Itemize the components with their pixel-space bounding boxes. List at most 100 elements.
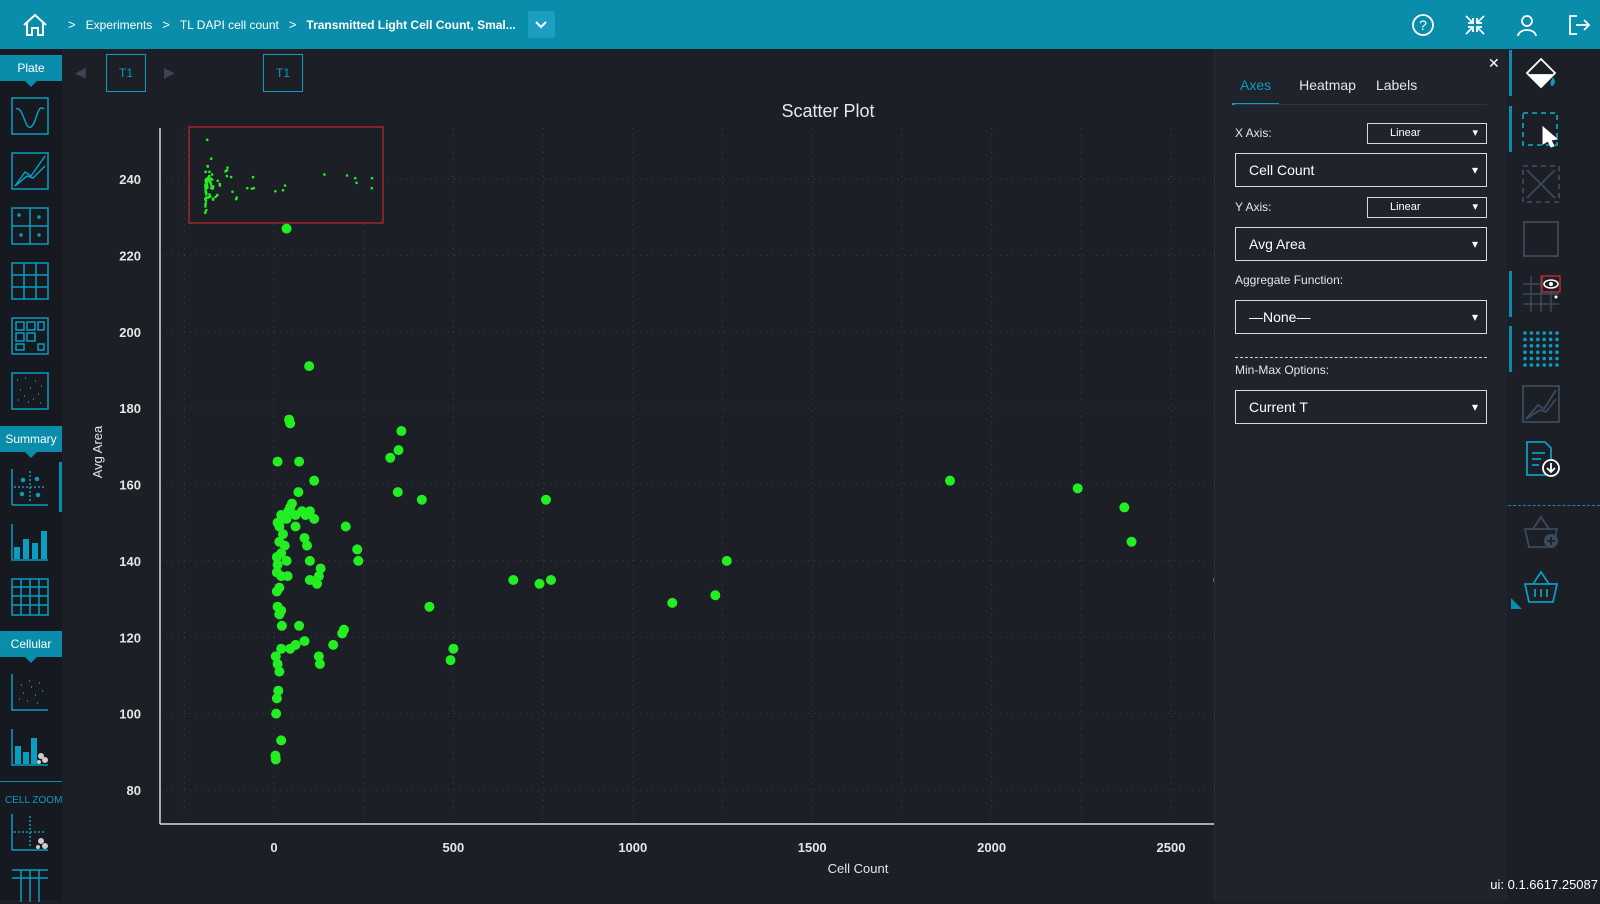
dot (1549, 344, 1553, 348)
scatter-point (272, 693, 282, 703)
x-tick-label: 1500 (798, 840, 827, 855)
dot (1555, 350, 1559, 354)
aggregate-function-label: Aggregate Function: (1235, 273, 1343, 287)
scatter-point (302, 541, 312, 551)
scatter-point (396, 426, 406, 436)
scatter-point (1119, 502, 1129, 512)
tab-underline (1235, 104, 1487, 105)
active-indicator (1509, 50, 1512, 96)
y-tick-label: 120 (119, 630, 141, 645)
scatter-point (1127, 537, 1137, 547)
user-icon[interactable] (1514, 12, 1540, 38)
scatter-point (294, 621, 304, 631)
scatter-point (274, 583, 284, 593)
overview-point (210, 157, 213, 160)
x-axis-field-select[interactable]: Cell Count (1235, 153, 1487, 187)
overview-inset[interactable] (189, 127, 383, 223)
dot (1542, 338, 1546, 342)
dot (1555, 344, 1559, 348)
panel-divider (1235, 357, 1487, 358)
scatter-point (424, 602, 434, 612)
rectangle-select-icon[interactable] (1520, 108, 1562, 150)
overview-point (253, 187, 256, 190)
min-max-options-select[interactable]: Current T (1235, 390, 1487, 424)
dot (1549, 338, 1553, 342)
y-tick-label: 200 (119, 325, 141, 340)
dot (1542, 363, 1546, 367)
help-icon[interactable]: ? (1410, 12, 1436, 38)
trend-chart-icon[interactable] (1520, 383, 1562, 425)
min-max-options-label: Min-Max Options: (1235, 363, 1329, 377)
scatter-point (352, 544, 362, 554)
export-document-icon[interactable] (1520, 438, 1562, 480)
y-tick-label: 140 (119, 554, 141, 569)
overview-point (207, 165, 210, 168)
basket-icon[interactable] (1520, 565, 1562, 607)
dot-grid-icon[interactable] (1520, 328, 1562, 370)
dot (1542, 344, 1546, 348)
x-tick-label: 2500 (1157, 840, 1186, 855)
tab-labels[interactable]: Labels (1376, 77, 1417, 105)
dot (1536, 331, 1540, 335)
tab-axes[interactable]: Axes (1232, 77, 1279, 105)
clear-selection-icon[interactable] (1520, 163, 1562, 205)
dot (1542, 357, 1546, 361)
dot (1555, 357, 1559, 361)
dot (1530, 357, 1534, 361)
scatter-point (508, 575, 518, 585)
scatter-point (315, 659, 325, 669)
visibility-grid-icon[interactable] (1520, 273, 1562, 315)
dot (1523, 357, 1527, 361)
scatter-point (304, 361, 314, 371)
overview-point (246, 187, 249, 190)
scatter-point (282, 514, 292, 524)
active-indicator (1509, 106, 1512, 152)
tab-heatmap[interactable]: Heatmap (1299, 77, 1356, 105)
scatter-point (722, 556, 732, 566)
y-axis-field-select[interactable]: Avg Area (1235, 227, 1487, 261)
plot-axes (160, 128, 1214, 824)
overview-point (226, 169, 229, 172)
overview-point (205, 199, 208, 202)
x-axis-scale-select[interactable]: Linear (1367, 123, 1487, 144)
dot (1523, 331, 1527, 335)
overview-point (219, 184, 222, 187)
svg-text:?: ? (1419, 17, 1427, 33)
scatter-point (1073, 483, 1083, 493)
scatter-point (271, 709, 281, 719)
x-axis-settings-label: X Axis: (1235, 126, 1272, 140)
dot (1549, 363, 1553, 367)
scatter-point (385, 453, 395, 463)
overview-point (371, 187, 374, 190)
aggregate-function-select[interactable]: —None— (1235, 300, 1487, 334)
dot (1542, 331, 1546, 335)
y-tick-label: 100 (119, 707, 141, 722)
y-tick-label: 240 (119, 172, 141, 187)
scatter-point (274, 667, 284, 677)
overview-inset-frame (189, 127, 383, 223)
dot (1555, 338, 1559, 342)
blank-square-icon[interactable] (1520, 218, 1562, 260)
logout-icon[interactable] (1566, 12, 1592, 38)
scatter-point (282, 224, 292, 234)
scatter-point (282, 556, 292, 566)
scatter-point (283, 571, 293, 581)
dot (1530, 338, 1534, 342)
y-axis-scale-select[interactable]: Linear (1367, 197, 1487, 218)
overview-point (346, 174, 349, 177)
add-to-basket-icon[interactable] (1520, 510, 1562, 552)
overview-point (231, 191, 234, 194)
scatter-point (276, 735, 286, 745)
y-axis-settings-label: Y Axis: (1235, 200, 1271, 214)
overview-point (204, 212, 207, 215)
overview-point (211, 173, 214, 176)
scatter-point (394, 445, 404, 455)
overview-point (355, 182, 358, 185)
dot (1530, 350, 1534, 354)
dot (1549, 331, 1553, 335)
overview-point (212, 198, 215, 201)
color-fill-icon[interactable] (1520, 52, 1562, 94)
close-icon[interactable]: ✕ (1488, 55, 1500, 72)
collapse-icon[interactable] (1462, 12, 1488, 38)
